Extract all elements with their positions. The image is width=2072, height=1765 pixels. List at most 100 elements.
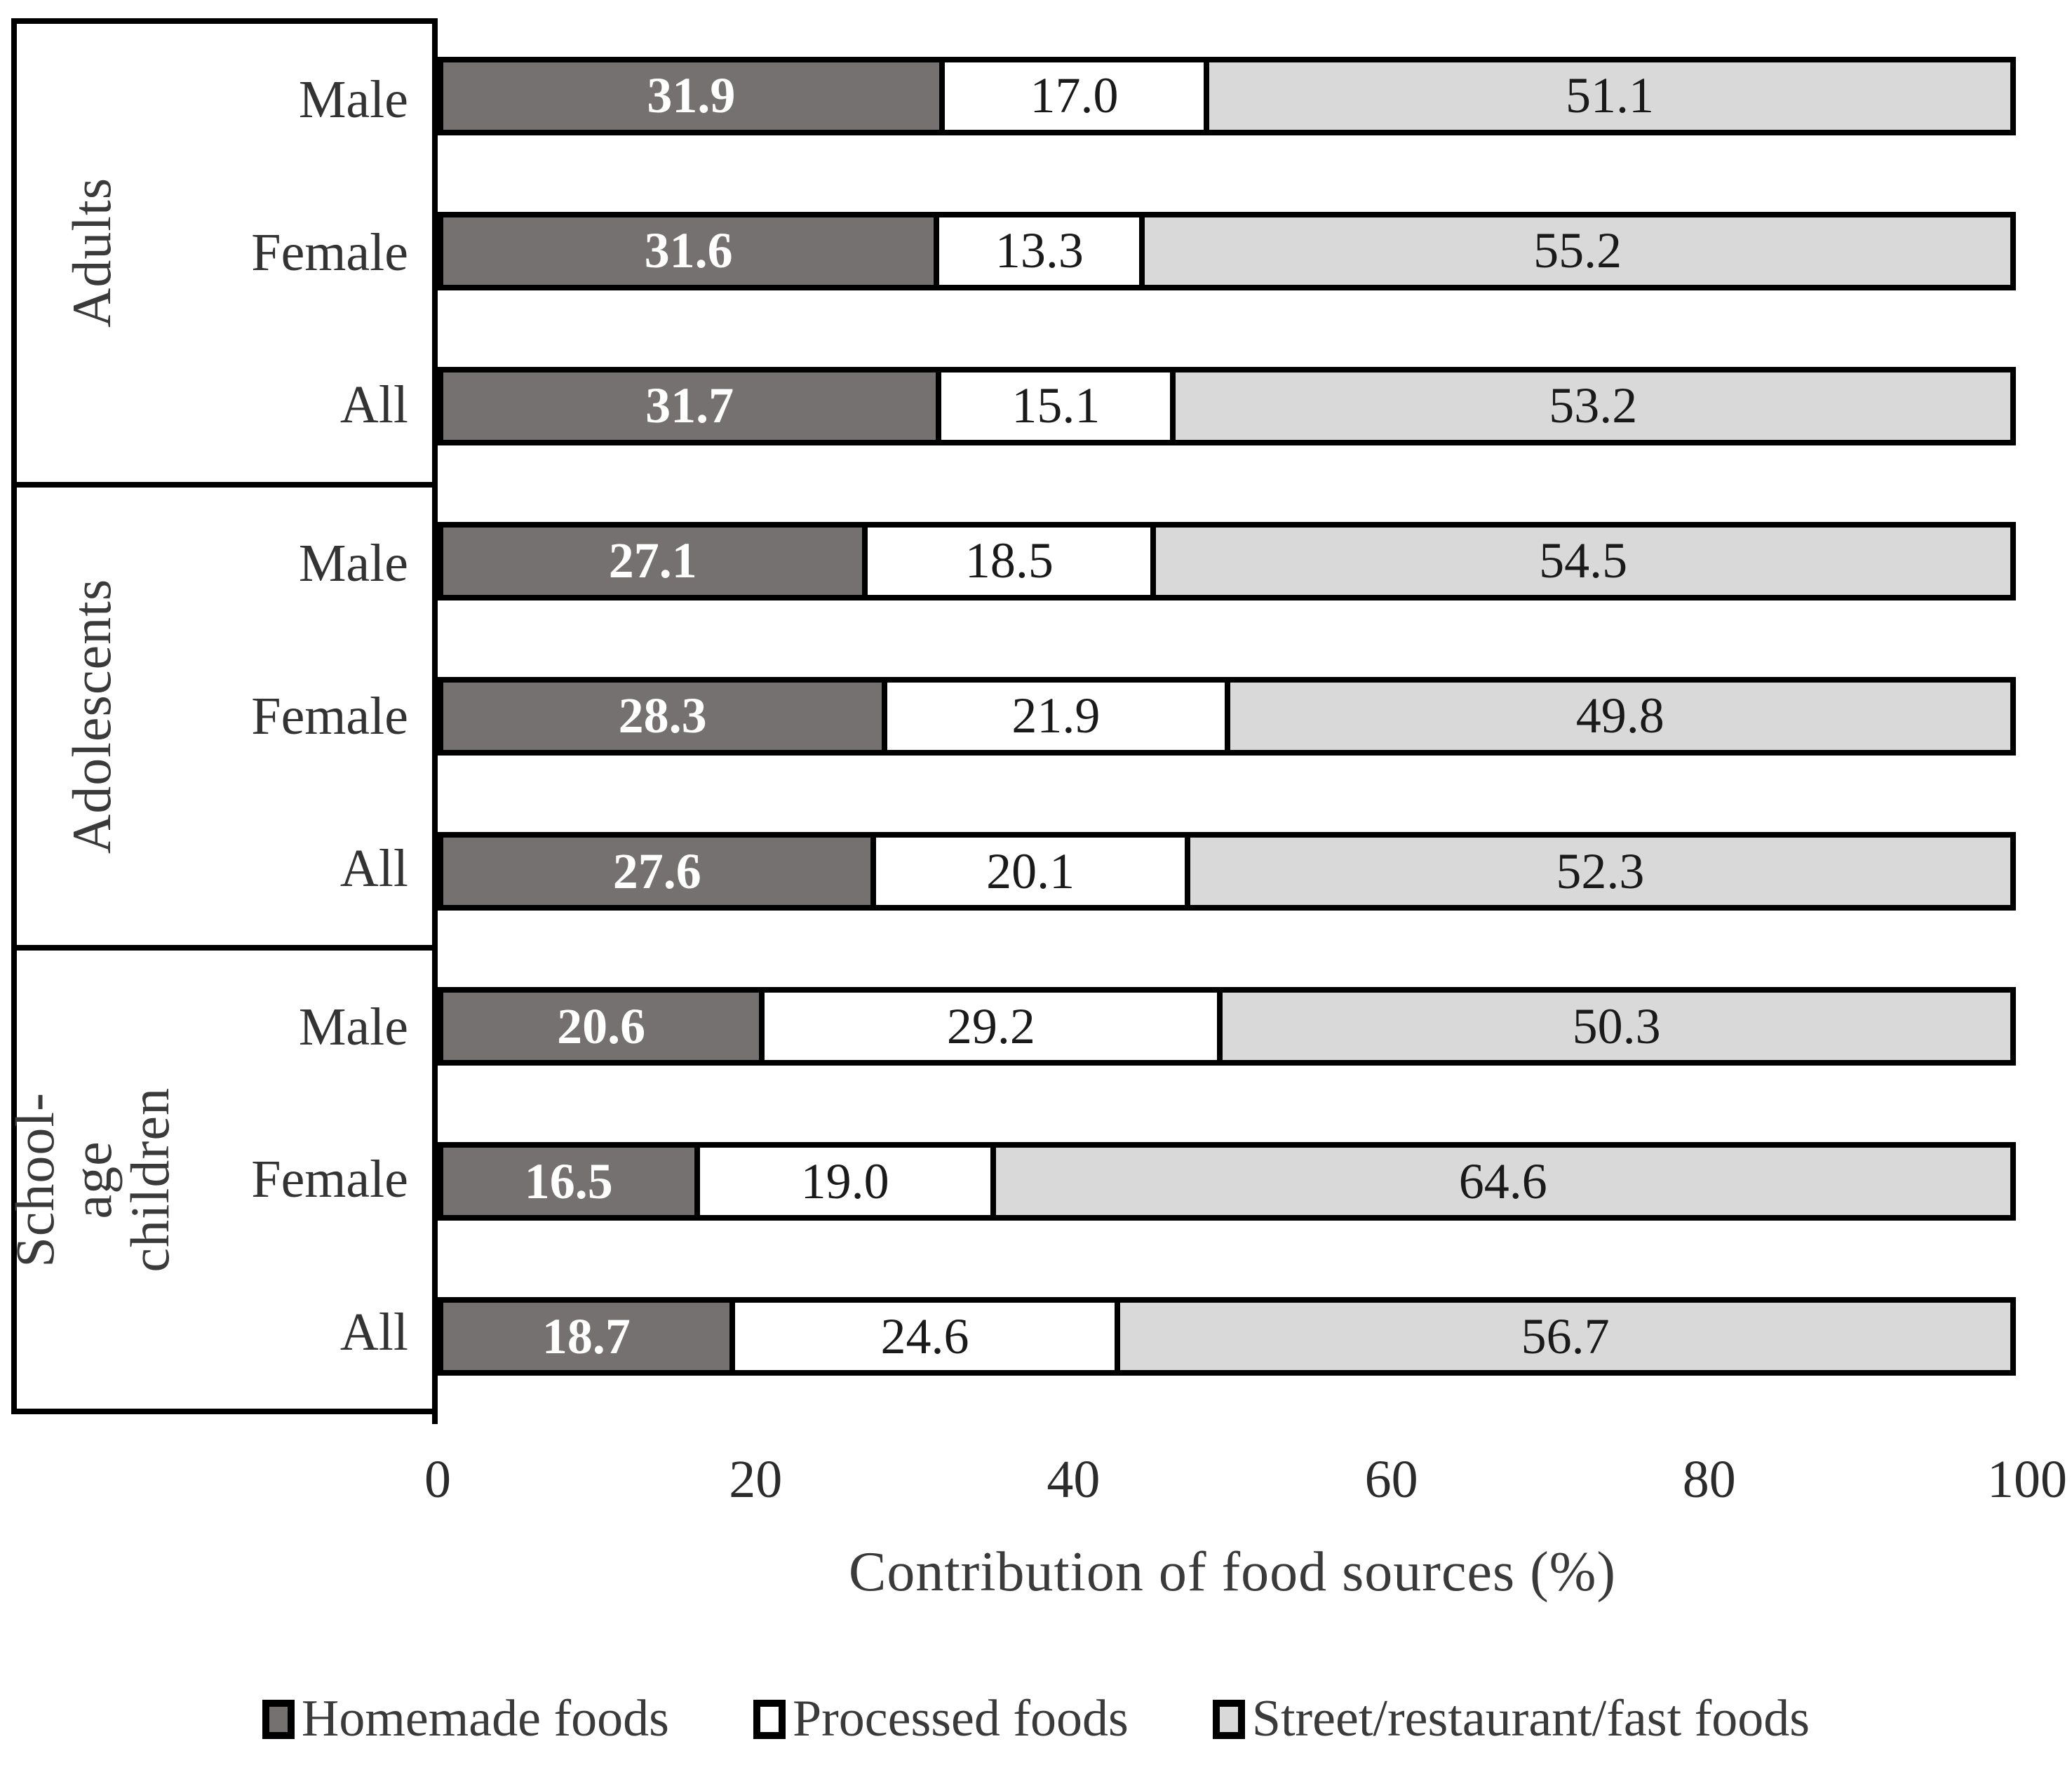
bar-segment: 20.1 xyxy=(870,832,1190,911)
segment-value: 17.0 xyxy=(1030,67,1119,124)
group-label: School-age children xyxy=(4,1087,180,1273)
bar-segment: 54.5 xyxy=(1150,521,2016,600)
segment-value: 21.9 xyxy=(1011,687,1101,744)
bar-segment: 19.0 xyxy=(694,1142,996,1221)
bar-segment: 27.1 xyxy=(438,521,868,600)
bar-row: 31.7 15.1 53.2 xyxy=(438,328,2027,483)
x-tick-label: 0 xyxy=(424,1450,451,1509)
x-axis-title: Contribution of food sources (%) xyxy=(848,1541,1617,1603)
group-label-cell: Adolescents xyxy=(17,488,168,946)
x-tick-label: 40 xyxy=(1047,1450,1101,1509)
segment-value: 51.1 xyxy=(1566,67,1655,124)
bar-segment: 16.5 xyxy=(438,1142,700,1221)
bar-row: 18.7 24.6 56.7 xyxy=(438,1259,2027,1414)
segment-value: 24.6 xyxy=(880,1308,969,1364)
row-label: Female xyxy=(251,686,408,746)
bar-segment: 20.6 xyxy=(438,987,765,1066)
category-box: Adults Male Female All Adolescents Male Female… xyxy=(4,18,432,1414)
bar-row: 28.3 21.9 49.8 xyxy=(438,638,2027,793)
segment-value: 55.2 xyxy=(1533,222,1622,279)
bar-row: 31.6 13.3 55.2 xyxy=(438,173,2027,328)
bar-segment: 31.9 xyxy=(438,56,945,135)
group-label: Adults xyxy=(61,177,123,328)
group-label: Adolescents xyxy=(61,578,123,854)
segment-value: 20.1 xyxy=(986,843,1075,899)
bar-segment: 21.9 xyxy=(882,676,1230,756)
segment-value: 50.3 xyxy=(1572,998,1661,1054)
segment-value: 29.2 xyxy=(946,998,1035,1054)
group-label-cell: Adults xyxy=(17,24,168,482)
segment-value: 16.5 xyxy=(524,1153,613,1209)
legend-label: Processed foods xyxy=(792,1690,1129,1747)
segment-value: 31.9 xyxy=(647,67,736,124)
bar-segment: 31.7 xyxy=(438,366,942,445)
row-label: Male xyxy=(298,70,408,130)
bar-segment: 51.1 xyxy=(1204,56,2016,135)
bar-segment: 13.3 xyxy=(934,211,1145,290)
bar: 31.6 13.3 55.2 xyxy=(438,211,2027,290)
bar-segment: 28.3 xyxy=(438,676,888,756)
row-label: Female xyxy=(251,1150,408,1209)
bar: 20.6 29.2 50.3 xyxy=(438,987,2027,1066)
x-tick-label: 100 xyxy=(1987,1450,2067,1509)
bar: 31.9 17.0 51.1 xyxy=(438,56,2027,135)
bar-segment: 29.2 xyxy=(759,987,1223,1066)
bar-segment: 49.8 xyxy=(1224,676,2016,756)
legend-swatch-processed-icon xyxy=(753,1699,786,1739)
legend-swatch-homemade-icon xyxy=(262,1699,295,1739)
x-tick-label: 60 xyxy=(1364,1450,1418,1509)
segment-value: 27.1 xyxy=(608,532,697,589)
x-tick-label: 80 xyxy=(1682,1450,1736,1509)
segment-value: 18.7 xyxy=(541,1308,631,1364)
segment-value: 27.6 xyxy=(612,843,701,899)
segment-value: 19.0 xyxy=(800,1153,889,1209)
legend-item: Homemade foods xyxy=(262,1689,669,1749)
legend-swatch-street-icon xyxy=(1212,1699,1245,1739)
bar-segment: 15.1 xyxy=(936,366,1176,445)
legend-label: Homemade foods xyxy=(301,1690,669,1747)
bar-segment: 52.3 xyxy=(1184,832,2016,911)
group-section: School-age children Male Female All xyxy=(4,951,432,1409)
bar: 16.5 19.0 64.6 xyxy=(438,1142,2027,1221)
segment-value: 56.7 xyxy=(1521,1308,1610,1364)
bar-segment: 24.6 xyxy=(729,1297,1121,1376)
segment-value: 28.3 xyxy=(618,687,707,744)
bar: 27.1 18.5 54.5 xyxy=(438,521,2027,600)
bar: 27.6 20.1 52.3 xyxy=(438,832,2027,911)
segment-value: 31.6 xyxy=(644,222,733,279)
bar-row: 20.6 29.2 50.3 xyxy=(438,949,2027,1104)
bar-segment: 18.5 xyxy=(862,521,1157,600)
bar: 31.7 15.1 53.2 xyxy=(438,366,2027,445)
x-tick-label: 20 xyxy=(729,1450,783,1509)
plot-area: 31.9 17.0 51.1 31.6 13.3 55.2 31.7 15.1 53.2 27.1… xyxy=(438,18,2027,1414)
segment-value: 13.3 xyxy=(995,222,1084,279)
legend-item: Street/restaurant/fast foods xyxy=(1212,1689,1810,1749)
bar-row: 31.9 17.0 51.1 xyxy=(438,18,2027,173)
row-label: Female xyxy=(251,222,408,282)
segment-value: 49.8 xyxy=(1575,687,1664,744)
segment-value: 52.3 xyxy=(1556,843,1645,899)
group-section: Adolescents Male Female All xyxy=(17,488,432,951)
segment-value: 64.6 xyxy=(1458,1153,1547,1209)
bar-row: 27.1 18.5 54.5 xyxy=(438,483,2027,638)
row-label: Male xyxy=(298,997,408,1056)
bar-segment: 27.6 xyxy=(438,832,877,911)
segment-value: 20.6 xyxy=(557,998,646,1054)
bar-row: 16.5 19.0 64.6 xyxy=(438,1104,2027,1259)
row-label-column: Male Female All xyxy=(168,488,432,946)
row-label-column: Male Female All xyxy=(168,24,432,482)
bar-segment: 53.2 xyxy=(1170,366,2016,445)
legend-item: Processed foods xyxy=(753,1689,1129,1749)
row-label: All xyxy=(339,839,408,899)
y-axis-line xyxy=(432,18,438,1424)
group-label-cell: School-age children xyxy=(4,951,180,1409)
bar-segment: 64.6 xyxy=(990,1142,2016,1221)
bar: 28.3 21.9 49.8 xyxy=(438,676,2027,756)
row-label: All xyxy=(339,375,408,435)
group-section: Adults Male Female All xyxy=(17,24,432,488)
bar-segment: 56.7 xyxy=(1115,1297,2016,1376)
bar-segment: 31.6 xyxy=(438,211,940,290)
legend-label: Street/restaurant/fast foods xyxy=(1251,1690,1810,1747)
segment-value: 53.2 xyxy=(1549,377,1638,434)
